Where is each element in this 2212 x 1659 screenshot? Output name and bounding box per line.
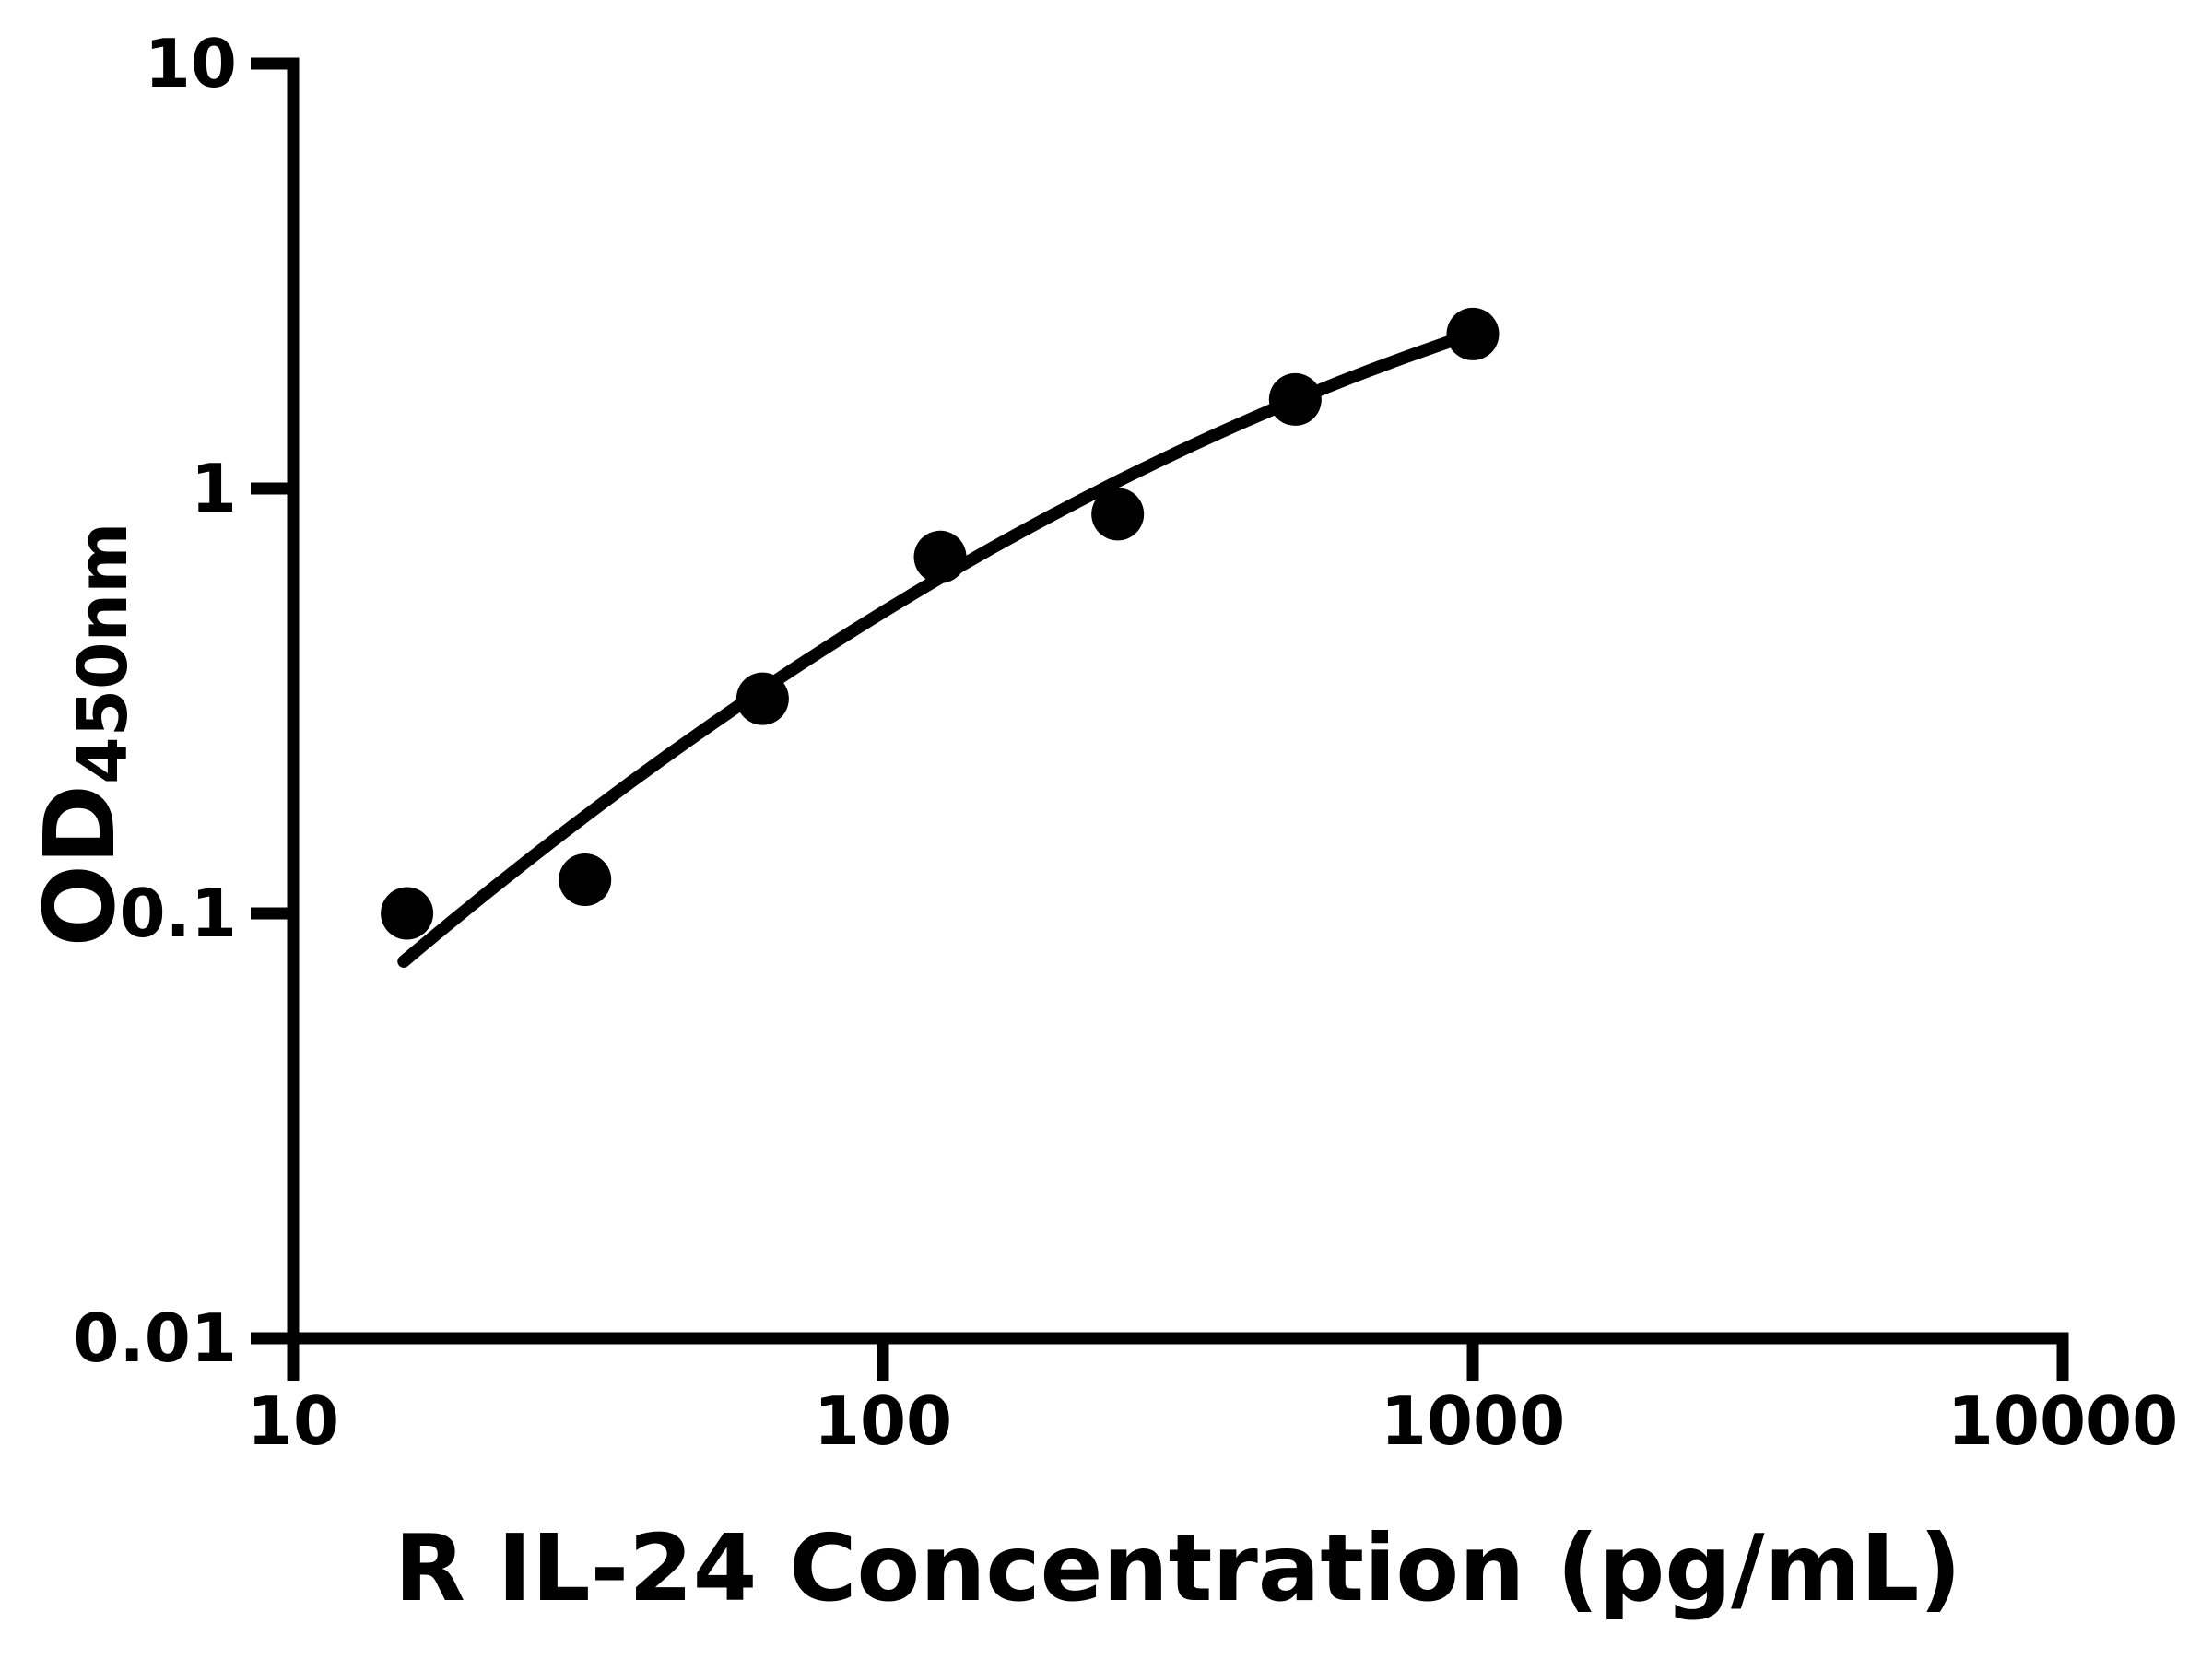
y-axis-title-subscript: 450nm xyxy=(64,523,143,784)
y-tick-label-1: 1 xyxy=(191,450,237,527)
data-point-x1000 xyxy=(1446,307,1500,360)
data-point-x62.5 xyxy=(735,672,789,725)
x-tick-label-100: 100 xyxy=(814,1382,952,1460)
data-point-x250 xyxy=(1091,488,1145,541)
x-axis-title: R IL-24 Concentration (pg/mL) xyxy=(394,1514,1961,1622)
y-tick-label-10: 10 xyxy=(145,25,237,102)
data-point-x125 xyxy=(913,530,967,583)
y-tick-label-0.01: 0.01 xyxy=(73,1300,237,1377)
y-tick-label-0.1: 0.1 xyxy=(119,875,237,952)
data-point-x15.6 xyxy=(381,887,434,940)
x-tick-label-10: 10 xyxy=(247,1382,339,1460)
x-tick-label-10000: 10000 xyxy=(1947,1382,2179,1460)
x-tick-label-1000: 1000 xyxy=(1381,1382,1565,1460)
y-axis-title-main: OD xyxy=(24,784,136,947)
data-point-x500 xyxy=(1268,372,1322,426)
data-point-x31.25 xyxy=(559,853,612,906)
y-axis-title: OD450nm xyxy=(24,523,143,947)
